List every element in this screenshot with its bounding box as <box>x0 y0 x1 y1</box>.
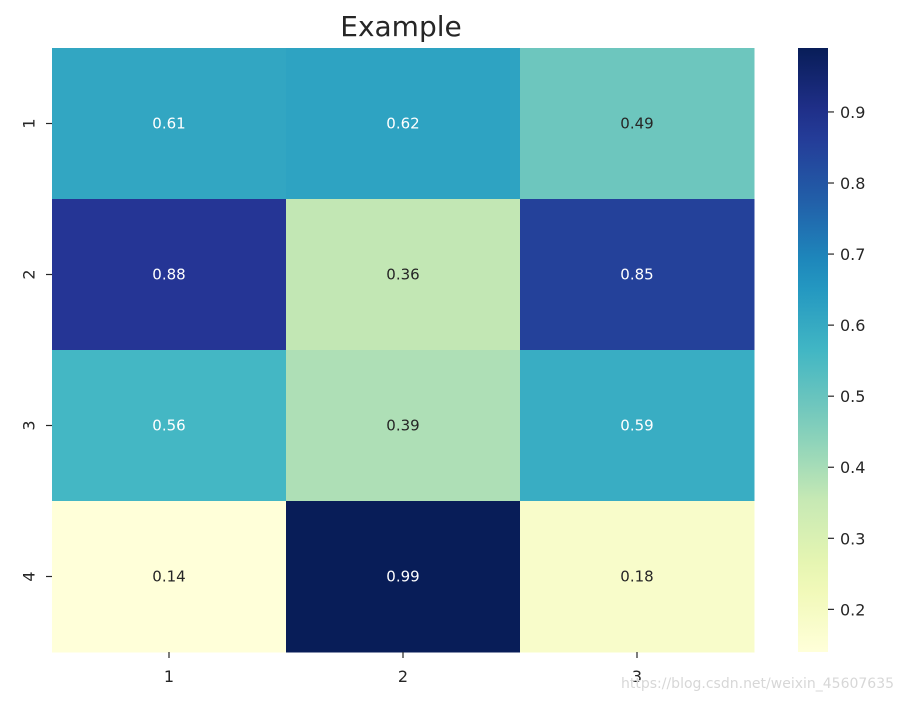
colorbar-tick-label: 0.3 <box>840 529 865 548</box>
cell-value-label: 0.85 <box>620 266 653 284</box>
cell-value-label: 0.14 <box>152 568 185 586</box>
cell-value-label: 0.99 <box>386 568 419 586</box>
colorbar-tick-label: 0.2 <box>840 600 865 619</box>
heatmap-cell <box>52 199 287 351</box>
y-tick-label: 3 <box>20 420 39 430</box>
y-tick-label: 4 <box>20 571 39 581</box>
colorbar-ticks: 0.2 0.3 0.4 0.5 0.6 0.7 0.8 0.9 <box>828 103 865 619</box>
heatmap-cell <box>52 48 287 200</box>
cell-value-label: 0.61 <box>152 115 185 133</box>
cell-value-label: 0.39 <box>386 417 419 435</box>
cell-value-label: 0.88 <box>152 266 185 284</box>
heatmap-cell <box>286 501 521 653</box>
y-tick-label: 1 <box>20 118 39 128</box>
heatmap-cell <box>286 350 521 502</box>
cell-value-label: 0.18 <box>620 568 653 586</box>
x-axis: 1 2 3 <box>164 652 642 686</box>
colorbar-tick-label: 0.5 <box>840 387 865 406</box>
cell-value-label: 0.62 <box>386 115 419 133</box>
heatmap-cell <box>286 48 521 200</box>
y-tick-label: 2 <box>20 269 39 279</box>
heatmap-cells: 0.61 0.62 0.49 0.88 0.36 0.85 0.56 0.39 0.59 0.14… <box>52 48 755 653</box>
heatmap-cell <box>520 199 755 351</box>
colorbar-tick-label: 0.8 <box>840 174 865 193</box>
x-tick-label: 1 <box>164 667 174 686</box>
colorbar-tick-label: 0.6 <box>840 316 865 335</box>
cell-value-label: 0.49 <box>620 115 653 133</box>
cell-value-label: 0.56 <box>152 417 185 435</box>
x-tick-label: 2 <box>398 667 408 686</box>
colorbar <box>798 48 828 652</box>
chart-title: Example <box>340 10 461 43</box>
x-tick-label: 3 <box>632 667 642 686</box>
heatmap-cell <box>520 501 755 653</box>
heatmap-cell <box>520 350 755 502</box>
cell-value-label: 0.36 <box>386 266 419 284</box>
colorbar-tick-label: 0.9 <box>840 103 865 122</box>
heatmap-cell <box>520 48 755 200</box>
watermark-text: https://blog.csdn.net/weixin_45607635 <box>621 676 895 692</box>
heatmap-cell <box>52 501 287 653</box>
heatmap-cell <box>52 350 287 502</box>
colorbar-tick-label: 0.7 <box>840 245 865 264</box>
colorbar-tick-label: 0.4 <box>840 458 865 477</box>
y-axis: 1 2 3 4 <box>20 118 52 582</box>
cell-value-label: 0.59 <box>620 417 653 435</box>
heatmap-cell <box>286 199 521 351</box>
